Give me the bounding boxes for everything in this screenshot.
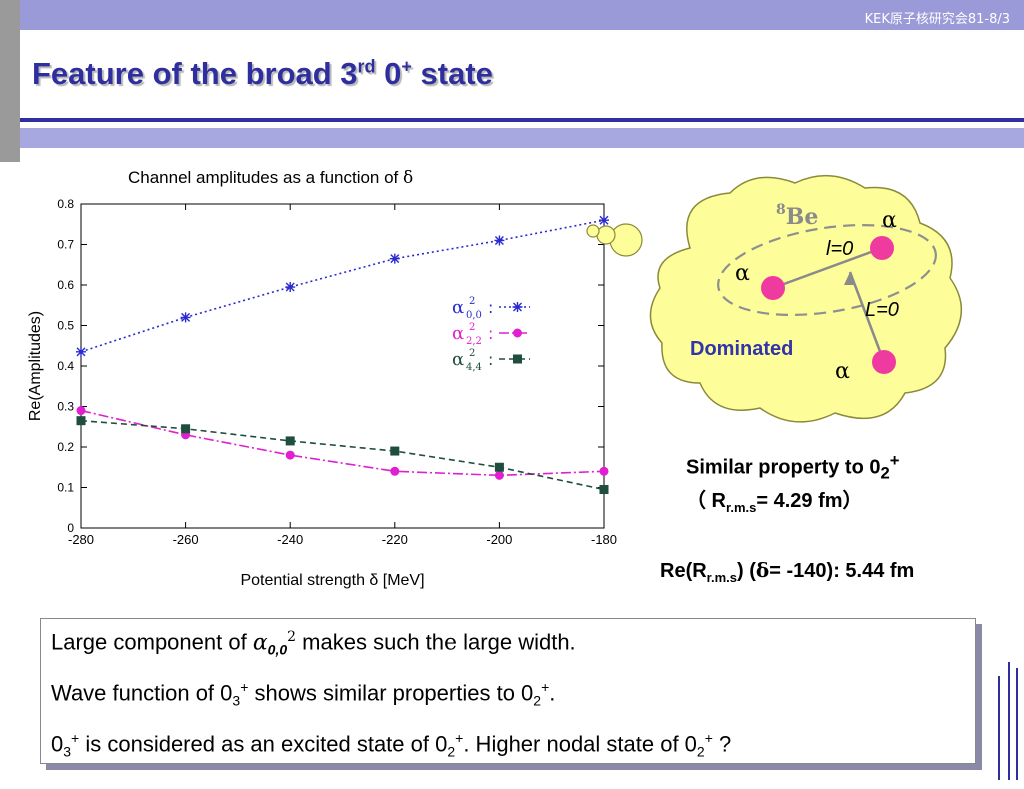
alpha-particle-right [870, 236, 894, 260]
summary-line-1: Large component of α0,02 makes such the … [51, 629, 576, 658]
alpha-label-bottom: α [835, 359, 850, 384]
legend-subscript: 0,0 [466, 310, 482, 321]
legend-colon: : [488, 298, 493, 317]
rms-radius-line: （ Rr.m.s= 4.29 fm） [686, 490, 863, 515]
series-line [80, 219, 605, 353]
x-tick-label: -280 [68, 532, 94, 547]
legend-colon: : [488, 324, 493, 343]
legend-label: α [452, 297, 464, 318]
thought-bubble-small [586, 224, 600, 238]
alpha-particle-left [761, 276, 785, 300]
legend-marker [513, 328, 522, 338]
legend-label: α [452, 323, 464, 344]
l-connector [772, 246, 883, 290]
data-point [494, 235, 505, 246]
series-line [80, 419, 605, 491]
data-point [599, 215, 609, 226]
alpha-particle-bottom [872, 350, 896, 374]
y-tick-label: 0.8 [57, 197, 74, 211]
dashed-ellipse [717, 223, 937, 317]
data-point [76, 416, 86, 426]
y-tick-label: 0 [67, 521, 74, 535]
be-label: 8Be [776, 202, 818, 230]
legend-colon: : [488, 350, 493, 369]
be8-cloud-diagram: 8Be α α α l=0 L=0 Dominated [586, 174, 962, 423]
data-point [285, 436, 295, 446]
y-tick-label: 0.1 [57, 481, 74, 495]
summary-line-2: Wave function of 03+ shows similar prope… [51, 679, 556, 709]
x-tick-label: -220 [382, 532, 408, 547]
l-label: l=0 [826, 238, 853, 260]
chart-caption: Channel amplitudes as a function of δ [128, 168, 414, 188]
data-point [494, 470, 504, 480]
dominated-label: Dominated [690, 338, 793, 360]
legend-subscript: 2,2 [466, 336, 482, 347]
y-tick-label: 0.4 [57, 359, 74, 373]
legend-superscript: 2 [469, 348, 475, 359]
top-bar: KEK原子核研究会81-8/3 [0, 0, 1024, 30]
data-point [599, 466, 609, 476]
re-rms-line: Re(Rr.m.s) (δ= -140): 5.44 fm [660, 558, 915, 585]
data-point [285, 450, 295, 460]
legend-label: α [452, 349, 464, 370]
data-point [390, 466, 400, 476]
data-point [181, 424, 191, 434]
L-arrowhead [844, 272, 856, 285]
legend-subscript: 4,4 [466, 362, 482, 373]
legend-superscript: 2 [469, 322, 475, 333]
data-point [389, 253, 400, 264]
thought-bubble-medium [596, 225, 616, 245]
decor-line-3 [1016, 668, 1018, 780]
x-tick-label: -240 [277, 532, 303, 547]
x-axis-label: Potential strength δ [MeV] [240, 572, 424, 589]
data-point [494, 462, 504, 472]
y-tick-label: 0.2 [57, 440, 74, 454]
data-point [599, 485, 609, 495]
amplitude-chart: 0 0.1 0.2 0.3 0.4 0.5 0.6 0.7 0.8 -280 -260 -240 -22… [27, 197, 617, 589]
x-tick-label: -180 [591, 532, 617, 547]
left-accent-bar [0, 0, 20, 162]
data-point [180, 312, 191, 323]
legend-superscript: 2 [469, 296, 475, 307]
L-label: L=0 [865, 299, 899, 321]
slide-title: Feature of the broad 3rd 0+ state [32, 56, 493, 91]
legend-marker [512, 302, 523, 312]
y-tick-label: 0.6 [57, 278, 74, 292]
plot-frame [80, 203, 605, 529]
decor-line-2 [1008, 662, 1010, 780]
y-axis-label: Re(Amplitudes) [27, 311, 44, 421]
thought-bubble-large [609, 223, 643, 257]
similar-property-line: Similar property to 02+ [686, 451, 900, 483]
data-point [76, 406, 86, 416]
x-tick-label: -260 [173, 532, 199, 547]
x-tick-label: -200 [486, 532, 512, 547]
header-label: KEK原子核研究会81-8/3 [864, 12, 1010, 27]
data-point [390, 446, 400, 456]
legend-marker [513, 354, 522, 364]
decor-line-1 [998, 676, 1000, 780]
L-connector [848, 271, 886, 363]
series-line [80, 409, 605, 477]
title-band [20, 128, 1024, 148]
alpha-label-right: α [882, 208, 897, 233]
alpha-label-left: α [735, 261, 750, 286]
y-tick-label: 0.7 [57, 238, 74, 252]
data-point [76, 346, 86, 357]
title-rule [20, 118, 1024, 122]
y-tick-label: 0.3 [57, 400, 74, 414]
summary-line-3: 03+ is considered as an excited state of… [51, 730, 732, 760]
data-point [285, 282, 296, 293]
summary-box: Large component of α0,02 makes such the … [40, 618, 976, 764]
y-tick-label: 0.5 [57, 319, 74, 333]
